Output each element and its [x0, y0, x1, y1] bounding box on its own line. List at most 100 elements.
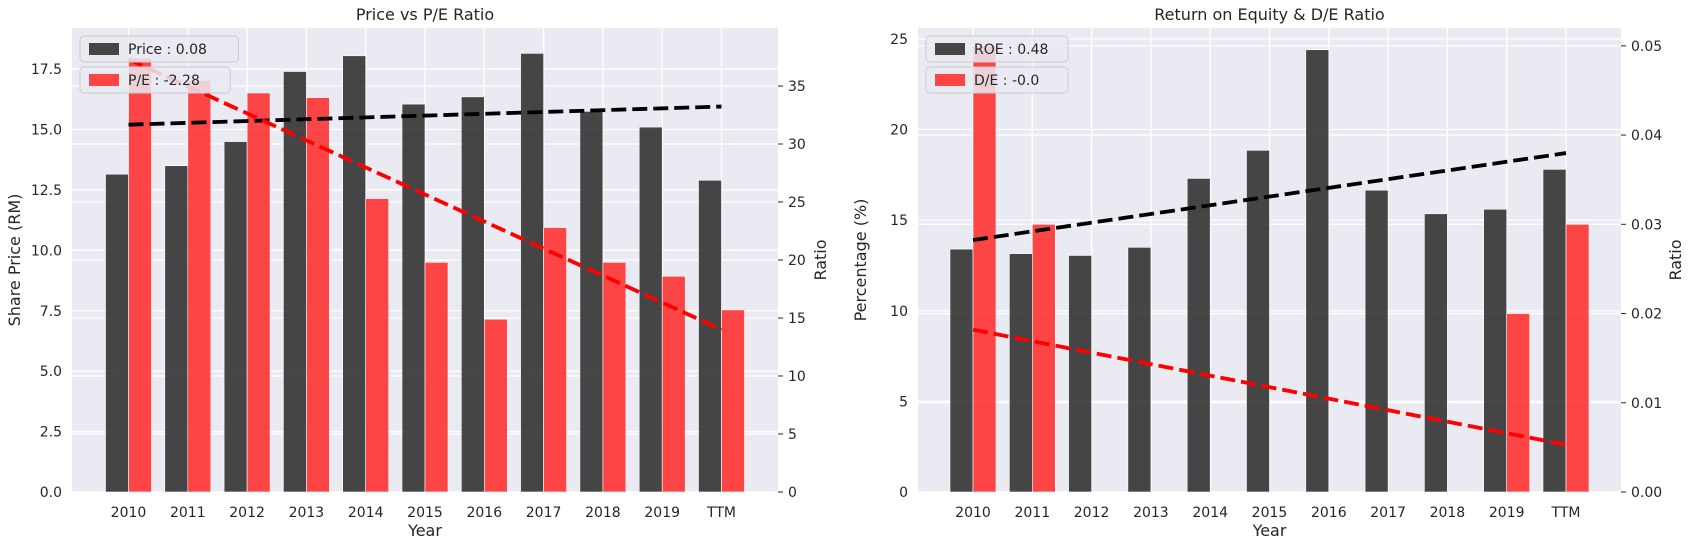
y-tick-label: 0 — [899, 485, 908, 501]
y-axis-label: Percentage (%) — [851, 199, 870, 322]
bar-roe — [1364, 189, 1389, 493]
y-tick-label: 17.5 — [31, 62, 62, 78]
y-tick-label: 15.0 — [31, 123, 62, 139]
chart-roe-de: 0 5 10 15 20 25 0.00 0.01 0.02 0.03 0.04 0.05 2010 20… — [851, 5, 1685, 540]
bar-de — [1032, 224, 1056, 493]
y-right-tick-label: 10 — [788, 369, 806, 385]
bar-pe — [187, 79, 212, 493]
y-tick-label: 10 — [890, 304, 908, 320]
y-right-tick-label: 0.03 — [1631, 217, 1662, 233]
legend-box — [79, 35, 239, 63]
x-tick-label: 2014 — [348, 505, 384, 521]
bar-pe — [424, 262, 449, 493]
bar-price — [698, 179, 722, 493]
bar-roe — [1186, 178, 1211, 493]
x-tick-label: 2015 — [407, 505, 443, 521]
bar-price — [401, 103, 426, 493]
legend-swatch — [89, 43, 119, 55]
bar-roe — [1127, 247, 1152, 493]
chart-price-pe: 0.0 2.5 5.0 7.5 10.0 12.5 15.0 17.5 0 5 10 15 20 25 30… — [5, 5, 830, 540]
chart-title: Price vs P/E Ratio — [356, 5, 494, 24]
y-right-tick-label: 0.00 — [1631, 485, 1662, 501]
x-tick-label: 2011 — [170, 505, 206, 521]
bar-roe — [1068, 255, 1092, 493]
legend-label: D/E : -0.0 — [974, 73, 1039, 89]
bar-pe — [365, 198, 390, 493]
y-right-axis-label: Ratio — [1666, 239, 1685, 280]
y-right-tick-label: 35 — [788, 79, 806, 95]
y-tick-label: 12.5 — [31, 183, 62, 199]
y-axis-label: Share Price (RM) — [5, 194, 24, 327]
bar-pe — [246, 92, 271, 493]
y-tick-label: 2.5 — [40, 425, 62, 441]
x-tick-label: 2016 — [466, 505, 502, 521]
bar-roe — [1483, 208, 1507, 493]
bar-de — [1565, 224, 1590, 493]
x-tick-label: 2015 — [1252, 505, 1288, 521]
y-tick-label: 5 — [899, 394, 908, 410]
bar-pe — [661, 275, 686, 493]
bar-pe — [543, 227, 567, 493]
x-axis-label: Year — [407, 521, 442, 540]
y-right-tick-label: 25 — [788, 195, 806, 211]
y-tick-label: 7.5 — [40, 304, 62, 320]
y-tick-label: 5.0 — [40, 364, 62, 380]
bar-pe — [602, 262, 627, 493]
bar-price — [164, 165, 189, 493]
bar-price — [460, 96, 485, 493]
y-tick-label: 20 — [890, 123, 908, 139]
bar-price — [223, 141, 248, 493]
x-tick-label: 2017 — [1370, 505, 1406, 521]
legend-swatch — [89, 74, 119, 86]
bar-roe — [949, 248, 974, 493]
y-tick-label: 0.0 — [40, 485, 62, 501]
bar-pe — [721, 309, 745, 493]
y-tick-label: 25 — [890, 32, 908, 48]
x-tick-label: 2011 — [1014, 505, 1050, 521]
x-tick-label: 2018 — [1430, 505, 1466, 521]
bar-de — [1506, 313, 1530, 493]
x-tick-label: 2019 — [1489, 505, 1525, 521]
x-tick-label: 2012 — [1074, 505, 1110, 521]
x-tick-label: 2012 — [229, 505, 265, 521]
y-right-tick-label: 15 — [788, 311, 806, 327]
legend-box — [79, 66, 231, 94]
legend-box — [925, 66, 1069, 94]
y-right-tick-label: 0.02 — [1631, 307, 1662, 323]
bar-price — [105, 173, 129, 493]
x-axis-label: Year — [1252, 521, 1287, 540]
legend-box — [925, 35, 1069, 63]
y-tick-label: 15 — [890, 213, 908, 229]
x-tick-label: TTM — [1551, 505, 1581, 521]
bar-roe — [1424, 213, 1448, 493]
bar-price — [520, 53, 544, 493]
y-right-tick-label: 0.01 — [1631, 396, 1662, 412]
x-tick-label: 2013 — [289, 505, 325, 521]
bar-de — [972, 45, 997, 493]
trendline-left-axis — [972, 151, 1567, 242]
bar-roe — [1008, 253, 1033, 493]
bar-roe — [1305, 49, 1330, 493]
x-tick-label: TTM — [706, 505, 736, 521]
x-tick-label: 2017 — [526, 505, 562, 521]
chart-title: Return on Equity & D/E Ratio — [1154, 5, 1384, 24]
y-right-tick-label: 20 — [788, 253, 806, 269]
legend-swatch — [935, 74, 965, 86]
y-right-tick-label: 0.05 — [1631, 39, 1662, 55]
y-right-tick-label: 0.04 — [1631, 128, 1662, 144]
x-tick-label: 2010 — [955, 505, 991, 521]
trendline-right-axis — [972, 327, 1567, 447]
legend-label: P/E : -2.28 — [128, 73, 200, 89]
y-right-axis-label: Ratio — [811, 239, 830, 280]
x-tick-label: 2014 — [1192, 505, 1228, 521]
bar-pe — [306, 97, 330, 493]
x-tick-label: 2010 — [111, 505, 147, 521]
y-right-tick-label: 30 — [788, 137, 806, 153]
legend-swatch — [935, 43, 965, 55]
trendline-right-axis — [127, 57, 723, 332]
y-right-tick-label: 5 — [788, 427, 797, 443]
trendline-left-axis — [128, 104, 722, 127]
x-tick-label: 2018 — [585, 505, 621, 521]
y-tick-label: 10.0 — [31, 243, 62, 259]
